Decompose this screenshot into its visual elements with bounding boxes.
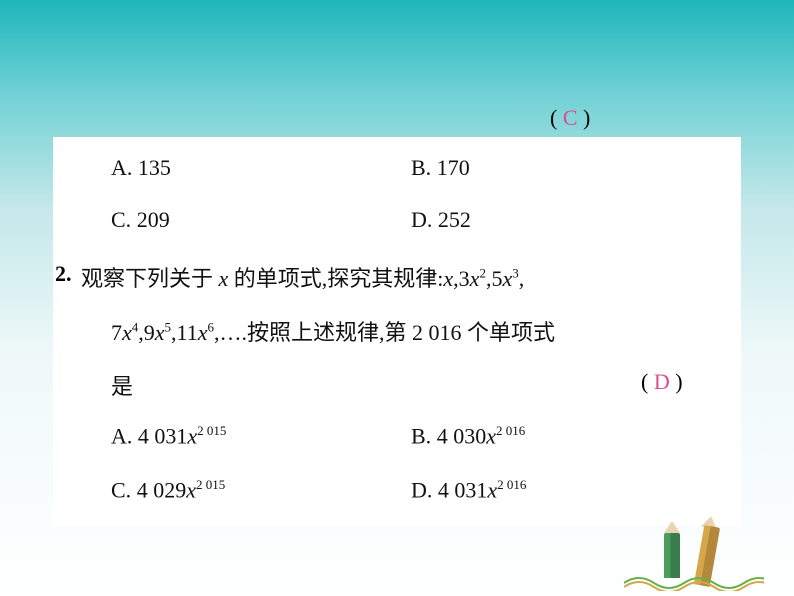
var: x xyxy=(486,423,496,448)
q1-option-b: B. 170 xyxy=(411,155,470,181)
opt-label: B. xyxy=(411,423,431,448)
paren-open: ( xyxy=(641,369,648,394)
wave-decoration-icon xyxy=(624,571,764,591)
var: x xyxy=(470,266,480,291)
term: x xyxy=(443,266,453,291)
opt-value: 252 xyxy=(438,207,471,232)
coef: 4 031 xyxy=(438,477,488,502)
question-number: 2. xyxy=(55,261,72,287)
opt-label: A. xyxy=(111,155,132,180)
pencils-decoration xyxy=(624,516,764,596)
answer-2-badge: ( D ) xyxy=(641,369,683,395)
coef: 3 xyxy=(459,266,470,291)
number: 2 016 xyxy=(412,320,462,345)
coef: 7 xyxy=(111,320,122,345)
text: 的单项式,探究其规律: xyxy=(228,266,443,291)
opt-value: 170 xyxy=(437,155,470,180)
opt-value: 135 xyxy=(138,155,171,180)
coef: 11 xyxy=(177,320,198,345)
q2-option-b: B. 4 030x2 016 xyxy=(411,423,525,449)
var-x: x xyxy=(219,266,229,291)
q2-option-d: D. 4 031x2 016 xyxy=(411,477,526,503)
opt-label: B. xyxy=(411,155,431,180)
paren-close: ) xyxy=(675,369,682,394)
paren-close: ) xyxy=(583,105,590,130)
exp: 2 016 xyxy=(497,477,526,492)
opt-value: 209 xyxy=(137,207,170,232)
coef: 4 030 xyxy=(437,423,487,448)
text: 按照上述规律,第 xyxy=(247,320,412,345)
q1-option-d: D. 252 xyxy=(411,207,471,233)
q2-line2: 7x4,9x5,11x6,….按照上述规律,第 2 016 个单项式 xyxy=(111,315,731,347)
exp: 2 015 xyxy=(197,423,226,438)
var: x xyxy=(155,320,165,345)
answer-2-letter: D xyxy=(654,369,670,394)
coef: 4 031 xyxy=(138,423,188,448)
text: 个单项式 xyxy=(462,320,556,345)
var: x xyxy=(187,423,197,448)
q2-line3: 是 xyxy=(111,369,133,401)
answer-1-badge: ( C ) xyxy=(550,105,590,131)
content-card: A. 135 B. 170 C. 209 D. 252 2. 观察下列关于 x … xyxy=(53,137,741,526)
q2-option-a: A. 4 031x2 015 xyxy=(111,423,226,449)
opt-label: C. xyxy=(111,207,131,232)
coef: 9 xyxy=(144,320,155,345)
text: 观察下列关于 xyxy=(81,266,219,291)
var: x xyxy=(487,477,497,502)
q2-line1: 观察下列关于 x 的单项式,探究其规律:x,3x2,5x3, xyxy=(81,261,731,293)
var: x xyxy=(502,266,512,291)
exp: 2 015 xyxy=(196,477,225,492)
opt-label: D. xyxy=(411,477,432,502)
opt-label: C. xyxy=(111,477,131,502)
coef: 4 029 xyxy=(137,477,187,502)
exp: 2 016 xyxy=(496,423,525,438)
comma: , xyxy=(519,266,525,291)
pencil-tip-icon xyxy=(664,521,680,533)
ellipsis: ,…. xyxy=(214,320,247,345)
q1-option-c: C. 209 xyxy=(111,207,170,233)
var: x xyxy=(186,477,196,502)
coef: 5 xyxy=(491,266,502,291)
opt-label: A. xyxy=(111,423,132,448)
opt-label: D. xyxy=(411,207,432,232)
q1-option-a: A. 135 xyxy=(111,155,171,181)
answer-1-letter: C xyxy=(563,105,578,130)
paren-open: ( xyxy=(550,105,557,130)
q2-option-c: C. 4 029x2 015 xyxy=(111,477,225,503)
var: x xyxy=(122,320,132,345)
